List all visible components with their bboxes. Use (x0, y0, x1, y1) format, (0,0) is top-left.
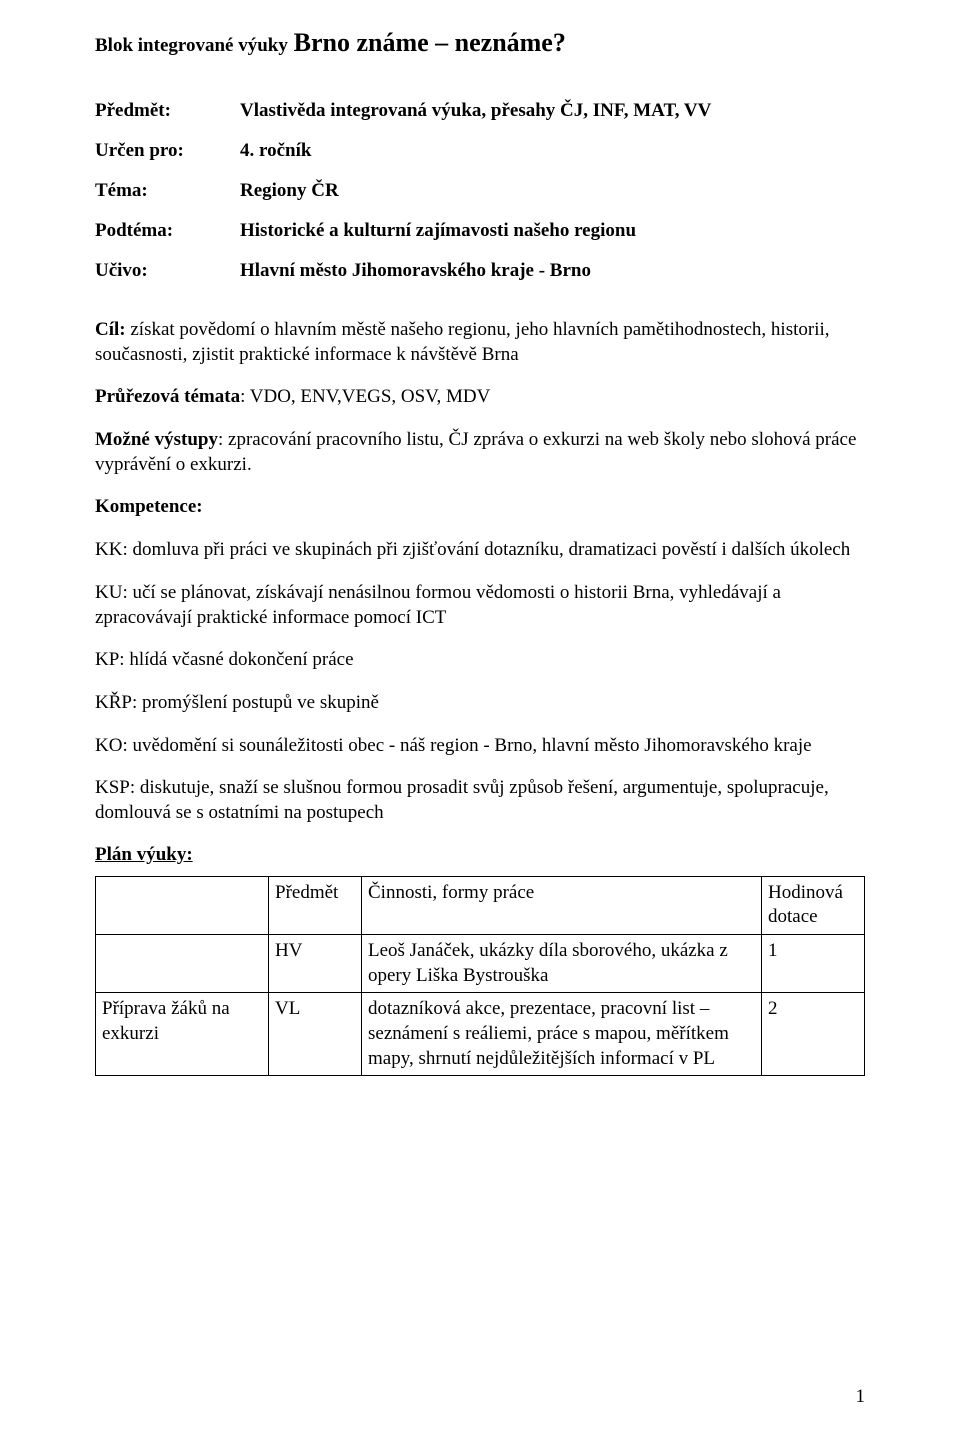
meta-value-podtema: Historické a kulturní zajímavosti našeho… (240, 220, 711, 260)
prurezova-text: : VDO, ENV,VEGS, OSV, MDV (240, 386, 490, 407)
prurezova-paragraph: Průřezová témata: VDO, ENV,VEGS, OSV, MD… (95, 385, 865, 410)
kompetence-heading: Kompetence: (95, 495, 865, 520)
meta-label-urcen: Určen pro: (95, 140, 240, 180)
meta-label-podtema: Podtéma: (95, 220, 240, 260)
document-page: Blok integrované výuky Brno známe – nezn… (0, 0, 960, 1436)
plan-header-left (96, 876, 269, 934)
document-title: Blok integrované výuky Brno známe – nezn… (95, 28, 865, 58)
plan-cell-hours: 1 (762, 935, 865, 993)
kk-paragraph: KK: domluva při práci ve skupinách při z… (95, 538, 865, 563)
prurezova-label: Průřezová témata (95, 386, 240, 407)
plan-header-row: Předmět Činnosti, formy práce Hodinová d… (96, 876, 865, 934)
plan-table: Předmět Činnosti, formy práce Hodinová d… (95, 876, 865, 1077)
meta-label-tema: Téma: (95, 180, 240, 220)
kp-paragraph: KP: hlídá včasné dokončení práce (95, 648, 865, 673)
plan-cell-activities: dotazníková akce, prezentace, pracovní l… (362, 993, 762, 1076)
meta-value-tema: Regiony ČR (240, 180, 711, 220)
plan-cell-subject: HV (269, 935, 362, 993)
meta-definition-list: Předmět: Vlastivěda integrovaná výuka, p… (95, 100, 711, 300)
plan-header-subject: Předmět (269, 876, 362, 934)
page-number: 1 (856, 1386, 866, 1408)
ksp-paragraph: KSP: diskutuje, snaží se slušnou formou … (95, 776, 865, 825)
plan-row: HV Leoš Janáček, ukázky díla sborového, … (96, 935, 865, 993)
plan-cell-activities: Leoš Janáček, ukázky díla sborového, uká… (362, 935, 762, 993)
plan-cell-left (96, 935, 269, 993)
meta-label-predmet: Předmět: (95, 100, 240, 140)
plan-cell-left: Příprava žáků na exkurzi (96, 993, 269, 1076)
meta-value-urcen: 4. ročník (240, 140, 711, 180)
plan-row: Příprava žáků na exkurzi VL dotazníková … (96, 993, 865, 1076)
title-main: Brno známe – neznáme? (294, 28, 566, 57)
title-prefix: Blok integrované výuky (95, 35, 288, 56)
meta-value-ucivo: Hlavní město Jihomoravského kraje - Brno (240, 260, 711, 300)
plan-header-hours: Hodinová dotace (762, 876, 865, 934)
krp-paragraph: KŘP: promýšlení postupů ve skupině (95, 691, 865, 716)
cil-label: Cíl: (95, 319, 126, 340)
vystupy-paragraph: Možné výstupy: zpracování pracovního lis… (95, 428, 865, 477)
plan-cell-subject: VL (269, 993, 362, 1076)
cil-text: získat povědomí o hlavním městě našeho r… (95, 319, 830, 365)
cil-paragraph: Cíl: získat povědomí o hlavním městě naš… (95, 318, 865, 367)
ko-paragraph: KO: uvědomění si sounáležitosti obec - n… (95, 734, 865, 759)
meta-value-predmet: Vlastivěda integrovaná výuka, přesahy ČJ… (240, 100, 711, 140)
ku-paragraph: KU: učí se plánovat, získávají nenásilno… (95, 581, 865, 630)
meta-label-ucivo: Učivo: (95, 260, 240, 300)
plan-cell-hours: 2 (762, 993, 865, 1076)
kompetence-label: Kompetence: (95, 496, 203, 517)
plan-header-activities: Činnosti, formy práce (362, 876, 762, 934)
vystupy-label: Možné výstupy (95, 429, 218, 450)
plan-heading: Plán výuky: (95, 844, 865, 866)
